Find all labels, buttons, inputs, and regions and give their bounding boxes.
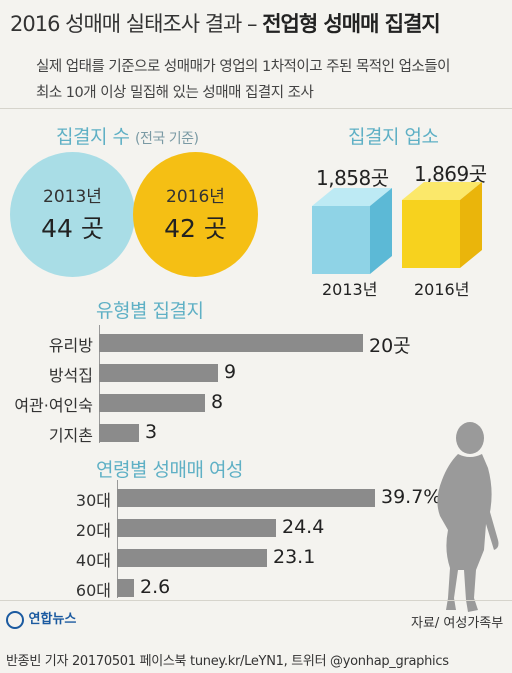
bar [117, 549, 267, 567]
circle-year: 2013년 [43, 187, 102, 207]
bar [117, 579, 134, 597]
circle-2013: 2013년 44 곳 [10, 152, 135, 277]
circle-value: 42 곳 [164, 214, 227, 243]
page-title: 2016 성매매 실태조사 결과 – 전업형 성매매 집결지 [10, 12, 441, 36]
source-text: 자료/ 여성가족부 [411, 616, 504, 631]
bar-label: 여관·여인숙 [14, 396, 93, 415]
bar-label: 20대 [75, 521, 111, 540]
bar [99, 394, 205, 412]
bar [117, 489, 375, 507]
woman-silhouette-icon [437, 422, 499, 612]
cube-year-2016: 2016년 [414, 280, 470, 299]
subtitle-line-2: 최소 10개 이상 밀집해 있는 성매매 집결지 조사 [36, 85, 314, 101]
cube-2013-icon [312, 188, 392, 274]
bar-value: 8 [211, 391, 224, 413]
bar-label: 40대 [75, 551, 111, 570]
bar-value: 39.7% [381, 486, 442, 508]
type-axis-line [99, 325, 100, 443]
cube-count-2013: 1,858곳 [316, 166, 389, 190]
footer-divider [0, 600, 512, 601]
yonhap-logo: 연합뉴스 [6, 608, 76, 629]
subtitle: 실제 업태를 기준으로 성매매가 영업의 1차적이고 주된 목적인 업소들이 최… [36, 54, 496, 106]
cube-year-2013: 2013년 [322, 280, 378, 299]
business-section-label: 집결지 업소 [348, 126, 439, 148]
bar-label: 유리방 [48, 336, 93, 355]
bar [99, 424, 139, 442]
bar-value: 2.6 [140, 576, 171, 598]
bar-label: 방석집 [48, 366, 93, 385]
cube-2016-icon [402, 182, 482, 268]
count-section-label: 집결지 수 (전국 기준) [56, 126, 199, 148]
circle-value: 44 곳 [41, 214, 104, 243]
bar-value: 20곳 [369, 335, 411, 357]
bar [99, 334, 363, 352]
bar-value: 3 [145, 421, 158, 443]
bar-value: 9 [224, 361, 237, 383]
bar [99, 364, 218, 382]
age-axis-line [117, 480, 118, 598]
bar-label: 기지촌 [48, 426, 93, 445]
age-section-label: 연령별 성매매 여성 [96, 459, 243, 481]
divider [0, 108, 512, 109]
footer-credit: 반종빈 기자 20170501 페이스북 tuney.kr/LeYN1, 트위터… [6, 654, 449, 669]
bar-label: 60대 [75, 581, 111, 600]
subtitle-line-1: 실제 업태를 기준으로 성매매가 영업의 1차적이고 주된 목적인 업소들이 [36, 59, 450, 75]
circle-year: 2016년 [166, 187, 225, 207]
circle-2016: 2016년 42 곳 [133, 152, 258, 277]
bar-value: 23.1 [273, 546, 316, 568]
bar-value: 24.4 [282, 516, 325, 538]
bar-label: 30대 [75, 491, 111, 510]
bar [117, 519, 276, 537]
type-section-label: 유형별 집결지 [96, 300, 204, 322]
logo-mark-icon [6, 610, 24, 629]
